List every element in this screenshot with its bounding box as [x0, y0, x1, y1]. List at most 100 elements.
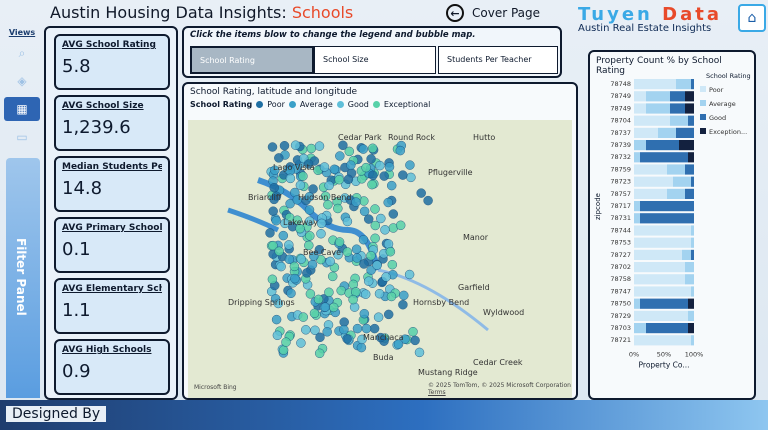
bar-segment[interactable] [640, 152, 688, 163]
map-bubble[interactable] [383, 197, 393, 208]
map-bubble[interactable] [366, 250, 376, 261]
map-bubble[interactable] [338, 140, 348, 151]
map-bubble[interactable] [361, 323, 372, 334]
map-bubble[interactable] [385, 246, 396, 257]
bar-segment[interactable] [679, 140, 694, 151]
map-bubble[interactable] [309, 308, 320, 319]
bar-segment[interactable] [685, 103, 694, 114]
map-bubble[interactable] [368, 170, 378, 181]
map-bubble[interactable] [367, 143, 378, 154]
map-bubble[interactable] [290, 273, 300, 284]
bar-segment[interactable] [670, 91, 685, 102]
bar-segment[interactable] [634, 335, 691, 346]
map-bubble[interactable] [380, 225, 390, 235]
map-bubble[interactable] [267, 274, 278, 285]
bar-segment[interactable] [634, 310, 688, 321]
map-bubble[interactable] [316, 218, 327, 229]
map-bubble[interactable] [408, 326, 418, 337]
bar-segment[interactable] [685, 164, 694, 175]
map-bubble[interactable] [358, 234, 369, 245]
bar-segment[interactable] [667, 188, 685, 199]
map-bubble[interactable] [358, 144, 369, 154]
map-bubble[interactable] [335, 151, 345, 161]
map-bubble[interactable] [339, 324, 349, 335]
map-bubble[interactable] [336, 285, 346, 296]
nav-search-icon[interactable]: ⌕ [18, 45, 26, 60]
map-bubble[interactable] [400, 334, 410, 344]
bar-segment[interactable] [682, 249, 691, 260]
map-bubble[interactable] [370, 204, 380, 214]
map-bubble[interactable] [280, 218, 290, 229]
map-bubble[interactable] [414, 347, 425, 358]
bar-segment[interactable] [634, 127, 658, 138]
map-bubble[interactable] [269, 182, 279, 193]
map-bubble[interactable] [314, 348, 325, 359]
bar-segment[interactable] [646, 140, 679, 151]
map-bubble[interactable] [373, 312, 384, 322]
map-bubble[interactable] [325, 256, 335, 267]
map-bubble[interactable] [360, 289, 371, 299]
map-bubble[interactable] [363, 276, 374, 286]
map-bubble[interactable] [289, 261, 300, 272]
map-bubble[interactable] [398, 299, 408, 310]
map-bubble[interactable] [333, 249, 343, 260]
map-bubble[interactable] [357, 334, 367, 345]
bar-segment[interactable] [634, 164, 667, 175]
map-bubble[interactable] [395, 220, 406, 231]
map-bubble[interactable] [356, 342, 367, 353]
bar-segment[interactable] [634, 115, 670, 126]
nav-school-icon[interactable]: ▦ [4, 97, 40, 121]
nav-extra-icon[interactable]: ▭ [16, 130, 28, 144]
map-bubble[interactable] [279, 140, 290, 151]
bar-segment[interactable] [667, 164, 685, 175]
map-bubble[interactable] [305, 289, 316, 299]
filter-panel-toggle[interactable]: Filter Panel [6, 158, 40, 398]
map-bubble[interactable] [399, 290, 409, 301]
bar-segment[interactable] [691, 225, 694, 236]
map-bubble[interactable] [359, 259, 369, 269]
map-bubble[interactable] [366, 154, 376, 164]
map-bubble[interactable] [351, 244, 362, 254]
map-bubble[interactable] [363, 214, 374, 224]
bar-segment[interactable] [634, 274, 685, 285]
map-bubble[interactable] [296, 254, 307, 264]
bar-segment[interactable] [688, 298, 694, 309]
bar-segment[interactable] [691, 237, 694, 248]
map-bubble[interactable] [324, 287, 334, 298]
map-bubble[interactable] [344, 146, 355, 157]
map-bubble[interactable] [304, 216, 315, 226]
map-bubble[interactable] [405, 160, 415, 170]
map-bubble[interactable] [292, 195, 303, 205]
bar-segment[interactable] [634, 140, 646, 151]
map-bubble[interactable] [296, 338, 306, 348]
map-bubble[interactable] [320, 191, 331, 201]
bar-segment[interactable] [688, 152, 694, 163]
map-bubble[interactable] [406, 172, 416, 183]
map-bubble[interactable] [381, 272, 391, 282]
map-bubble[interactable] [304, 205, 315, 215]
bar-segment[interactable] [634, 91, 646, 102]
map-bubble[interactable] [367, 179, 377, 190]
map-bubble[interactable] [393, 339, 404, 349]
map-bubble[interactable] [290, 140, 301, 150]
map-bubble[interactable] [359, 206, 370, 217]
nav-location-icon[interactable]: ◈ [17, 74, 27, 88]
bar-segment[interactable] [634, 201, 640, 212]
bar-segment[interactable] [640, 201, 694, 212]
map-bubble[interactable] [388, 209, 399, 219]
map-bubble[interactable] [284, 254, 295, 265]
map-bubble[interactable] [303, 159, 314, 169]
map-bubble[interactable] [284, 240, 294, 250]
bar-segment[interactable] [688, 310, 694, 321]
map-bubble[interactable] [383, 309, 394, 320]
map-bubble[interactable] [386, 180, 397, 191]
tab-students-per-teacher[interactable]: Students Per Teacher [438, 46, 558, 74]
map-bubble[interactable] [267, 142, 278, 152]
map-bubble[interactable] [316, 228, 326, 239]
map-bubble[interactable] [286, 288, 296, 299]
map-bubble[interactable] [265, 228, 275, 238]
map-bubble[interactable] [278, 230, 289, 241]
bar-segment[interactable] [685, 91, 694, 102]
map-bubble[interactable] [274, 153, 284, 163]
map-bubble[interactable] [304, 240, 314, 251]
